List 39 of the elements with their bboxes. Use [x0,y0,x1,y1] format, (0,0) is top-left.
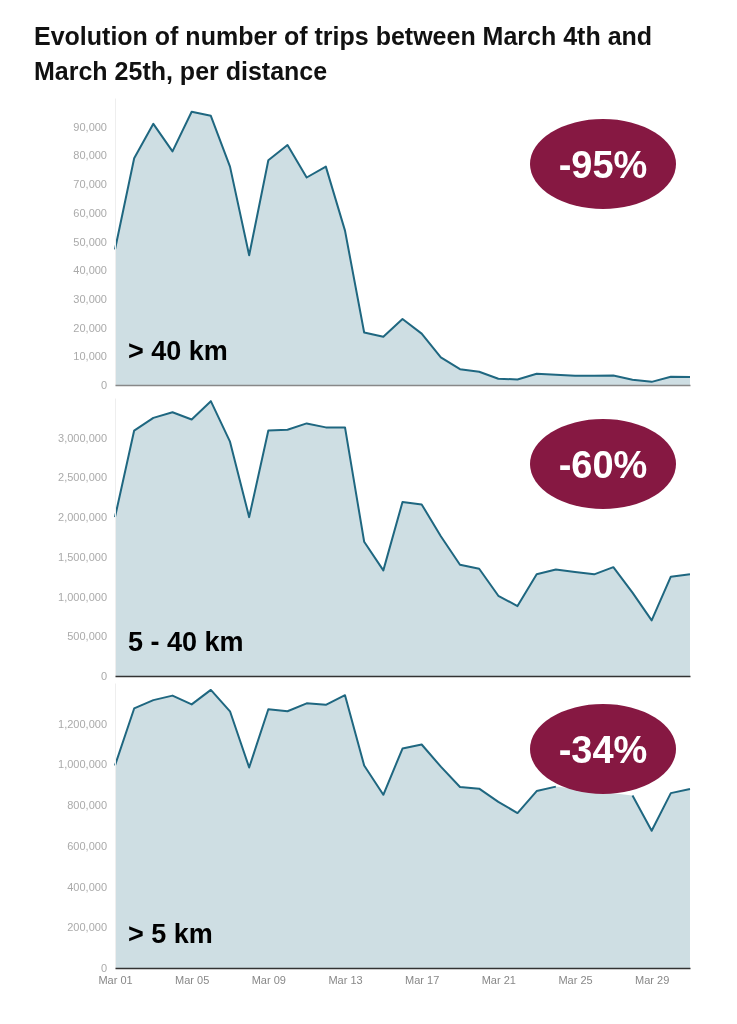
annotation: -34% [558,729,648,771]
x-tick-label: Mar 25 [558,973,593,986]
y-tick-label: 70,000 [73,178,107,191]
y-tick-label: 0 [100,670,107,683]
x-tick-label: Mar 09 [251,973,286,986]
y-tick-label: 0 [100,962,107,975]
y-tick-label: 40,000 [73,264,107,277]
y-tick-label: 200,000 [67,921,107,934]
y-tick-label: 50,000 [73,235,107,248]
annotation: -95% [558,144,648,186]
y-tick-label: 800,000 [67,799,107,812]
y-tick-label: 400,000 [67,880,107,893]
y-tick-label: 1,200,000 [58,717,107,730]
x-tick-label: Mar 13 [328,973,363,986]
y-tick-label: 2,000,000 [58,511,107,524]
chart-title: Evolution of number of trips between March 4th and March 25th, per distance [34,22,653,85]
y-tick-label: 90,000 [73,120,107,133]
y-tick-label: 1,000,000 [58,590,107,603]
y-tick-label: 80,000 [73,149,107,162]
annotation: > 40 km [128,336,228,366]
y-tick-label: 3,000,000 [58,431,107,444]
x-tick-label: Mar 05 [175,973,210,986]
x-tick-label: Mar 29 [635,973,670,986]
y-tick-label: 10,000 [73,350,107,363]
y-tick-label: 60,000 [73,206,107,219]
annotation: > 5 km [128,919,213,949]
y-tick-label: 600,000 [67,839,107,852]
annotation: -60% [558,444,648,486]
y-tick-label: 30,000 [73,292,107,305]
x-tick-label: Mar 01 [98,973,133,986]
y-tick-label: 1,500,000 [58,550,107,563]
x-tick-label: Mar 21 [481,973,516,986]
y-tick-label: 1,000,000 [58,758,107,771]
y-tick-label: 20,000 [73,321,107,334]
annotation: 5 - 40 km [128,627,244,657]
y-tick-label: 2,500,000 [58,471,107,484]
x-tick-label: Mar 17 [405,973,440,986]
y-tick-label: 0 [100,379,107,392]
y-tick-label: 500,000 [67,630,107,643]
